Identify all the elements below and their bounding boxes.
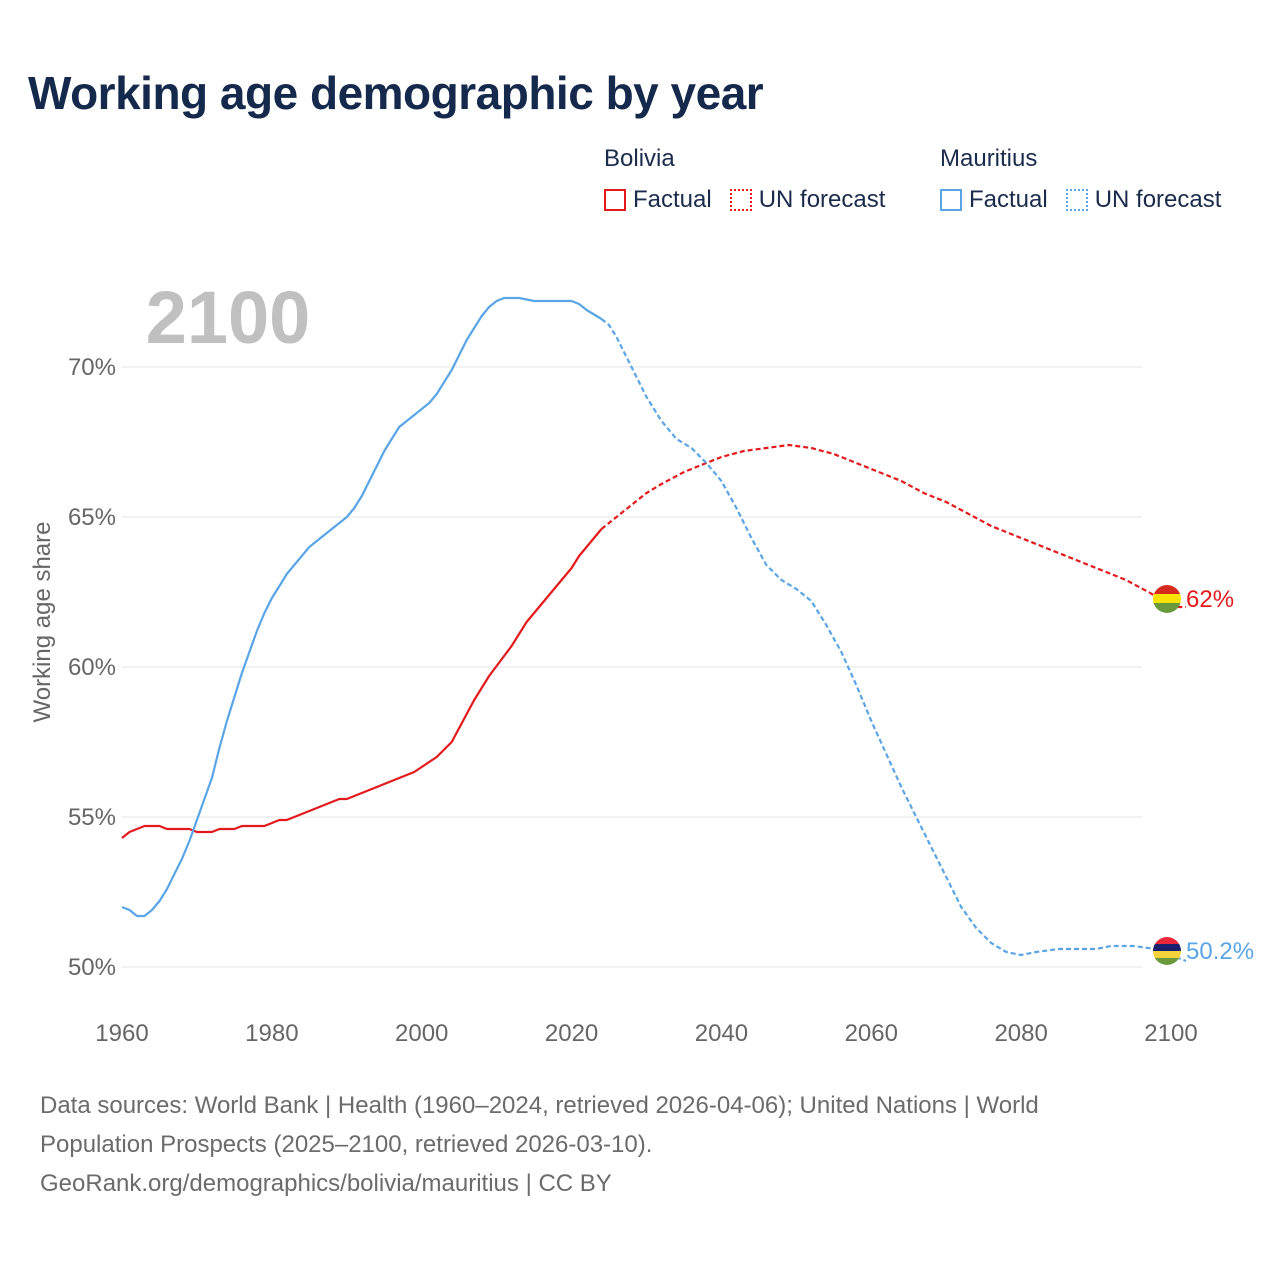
flag-stripe: [1153, 585, 1181, 595]
chart-title: Working age demographic by year: [28, 67, 764, 119]
legend-item-mauritius-factual[interactable]: Factual: [940, 186, 1048, 214]
legend-label: UN forecast: [758, 186, 886, 213]
line-bolivia-factual: [121, 528, 603, 839]
legend-label: Factual: [969, 186, 1048, 213]
flag-stripe: [1153, 603, 1181, 613]
x-tick-label: 2040: [695, 1020, 748, 1047]
year-watermark: 2100: [146, 276, 311, 359]
flag-stripe: [1153, 594, 1181, 604]
legend-swatch-dotted: [1065, 189, 1088, 211]
footer-line: Data sources: World Bank | Health (1960–…: [40, 1092, 1039, 1119]
y-tick-label: 60%: [68, 654, 116, 681]
legend-label: UN forecast: [1094, 186, 1222, 213]
legend-swatch-solid: [604, 189, 626, 211]
flag-stripe: [1153, 951, 1181, 959]
x-axis: 1960 1980 2000 2020 2040 2060 2080 2100: [95, 1020, 1197, 1047]
y-tick-label: 55%: [68, 804, 116, 831]
end-label-mauritius: 50.2%: [1186, 938, 1254, 965]
x-tick-label: 2060: [845, 1020, 898, 1047]
footer-sources: Data sources: World Bank | Health (1960–…: [40, 1086, 1220, 1203]
flag-stripe: [1153, 958, 1181, 965]
legend-item-bolivia-factual[interactable]: Factual: [604, 186, 712, 214]
flag-stripe: [1153, 937, 1181, 945]
legend-group-name: Mauritius: [940, 145, 1038, 172]
x-tick-label: 1960: [95, 1020, 148, 1047]
line-chart: 2100 50% 55% 60% 65% 70% 1960 1980 2000 2020 204…: [29, 276, 1254, 1047]
legend-group-bolivia: Bolivia Factual UN forecast: [604, 142, 903, 214]
y-tick-label: 50%: [68, 954, 116, 981]
legend-item-mauritius-forecast[interactable]: UN forecast: [1065, 186, 1222, 214]
line-bolivia-forecast: [600, 443, 1186, 609]
y-tick-label: 65%: [68, 504, 116, 531]
legend-group-mauritius: Mauritius Factual UN forecast: [940, 142, 1239, 214]
x-tick-label: 2100: [1144, 1020, 1197, 1047]
gridlines: [122, 366, 1142, 968]
series-lines: [121, 296, 1187, 963]
line-mauritius-factual: [121, 296, 603, 918]
legend-swatch-solid: [940, 189, 962, 211]
x-tick-label: 2000: [395, 1020, 448, 1047]
flag-stripe: [1153, 944, 1181, 952]
end-label-bolivia: 62%: [1186, 586, 1234, 613]
x-tick-label: 2020: [545, 1020, 598, 1047]
x-tick-label: 2080: [994, 1020, 1047, 1047]
y-axis: 50% 55% 60% 65% 70%: [68, 354, 116, 981]
flag-mauritius: [1153, 937, 1181, 965]
footer-line: GeoRank.org/demographics/bolivia/mauriti…: [40, 1170, 612, 1197]
legend-label: Factual: [633, 186, 712, 213]
y-axis-label: Working age share: [29, 522, 56, 723]
footer-line: Population Prospects (2025–2100, retriev…: [40, 1131, 653, 1158]
legend-group-name: Bolivia: [604, 145, 675, 172]
y-tick-label: 70%: [68, 354, 116, 381]
legend-item-bolivia-forecast[interactable]: UN forecast: [729, 186, 886, 214]
x-tick-label: 1980: [245, 1020, 298, 1047]
flag-bolivia: [1153, 585, 1181, 613]
legend-swatch-dotted: [729, 189, 752, 211]
line-mauritius-forecast: [600, 318, 1187, 963]
